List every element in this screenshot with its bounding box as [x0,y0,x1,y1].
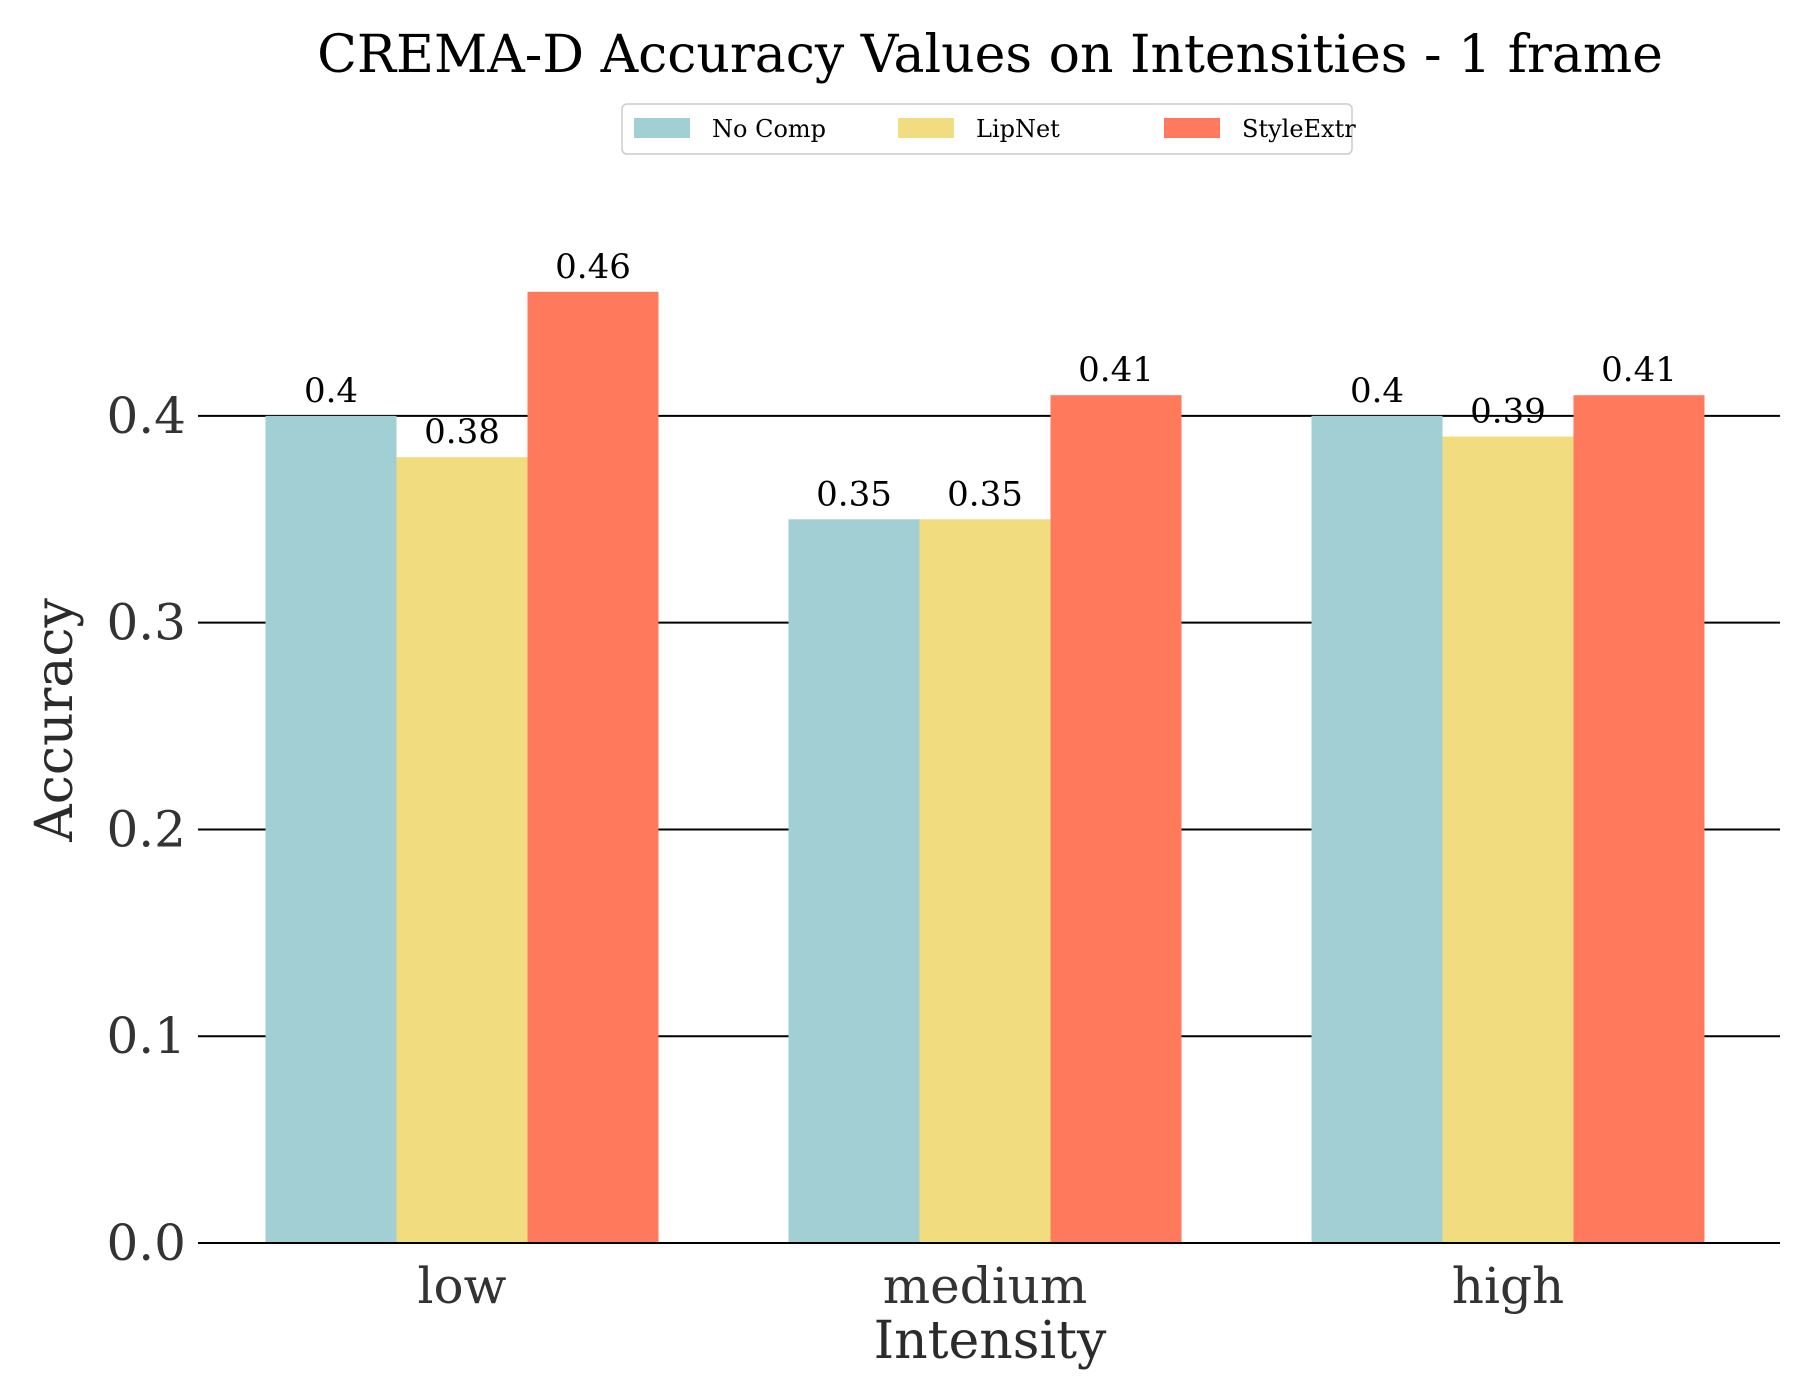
y-tick-label: 0.2 [106,800,186,858]
legend-label: StyleExtr [1242,115,1356,143]
legend-label: LipNet [976,115,1060,143]
data-label: 0.41 [1078,350,1154,390]
bar-lipnet-medium [919,519,1051,1243]
x-axis-label: Intensity [874,1311,1107,1371]
bar-styleextr-low [527,291,659,1243]
bar-styleextr-high [1573,395,1705,1244]
x-tick-label: high [1452,1257,1564,1315]
bar-no-comp-medium [788,519,920,1243]
y-axis-label: Accuracy [25,598,85,843]
y-tick-label: 0.1 [106,1007,186,1065]
y-tick-label: 0.4 [106,387,186,445]
x-tick-label: low [418,1257,507,1315]
legend-swatch [898,118,954,138]
data-label: 0.4 [1350,371,1404,411]
data-label: 0.39 [1470,392,1546,432]
bar-lipnet-high [1442,436,1574,1243]
axes: 0.0 0.1 0.2 0.3 0.4 low medium high [106,387,1780,1315]
legend-box [621,103,1353,155]
y-tick-label: 0.3 [106,594,186,652]
data-label: 0.41 [1601,350,1677,390]
bar-no-comp-high [1311,415,1443,1243]
data-label: 0.35 [947,474,1023,514]
bars [265,291,1705,1244]
chart-title: CREMA-D Accuracy Values on Intensities -… [317,25,1663,85]
legend-swatch [1164,118,1220,138]
data-label: 0.35 [816,474,892,514]
legend-swatch [634,118,690,138]
data-label: 0.4 [304,371,358,411]
data-labels: 0.4 0.38 0.46 0.35 0.35 0.41 0.4 0.39 0.41 [304,247,1677,514]
data-label: 0.38 [424,412,500,452]
bar-styleextr-medium [1050,395,1182,1244]
legend: No Comp LipNet StyleExtr [621,103,1356,155]
bar-lipnet-low [396,457,528,1243]
x-tick-label: medium [883,1257,1088,1315]
data-label: 0.46 [555,247,631,287]
legend-label: No Comp [712,115,826,143]
bar-no-comp-low [265,415,397,1243]
y-tick-label: 0.0 [106,1214,186,1272]
